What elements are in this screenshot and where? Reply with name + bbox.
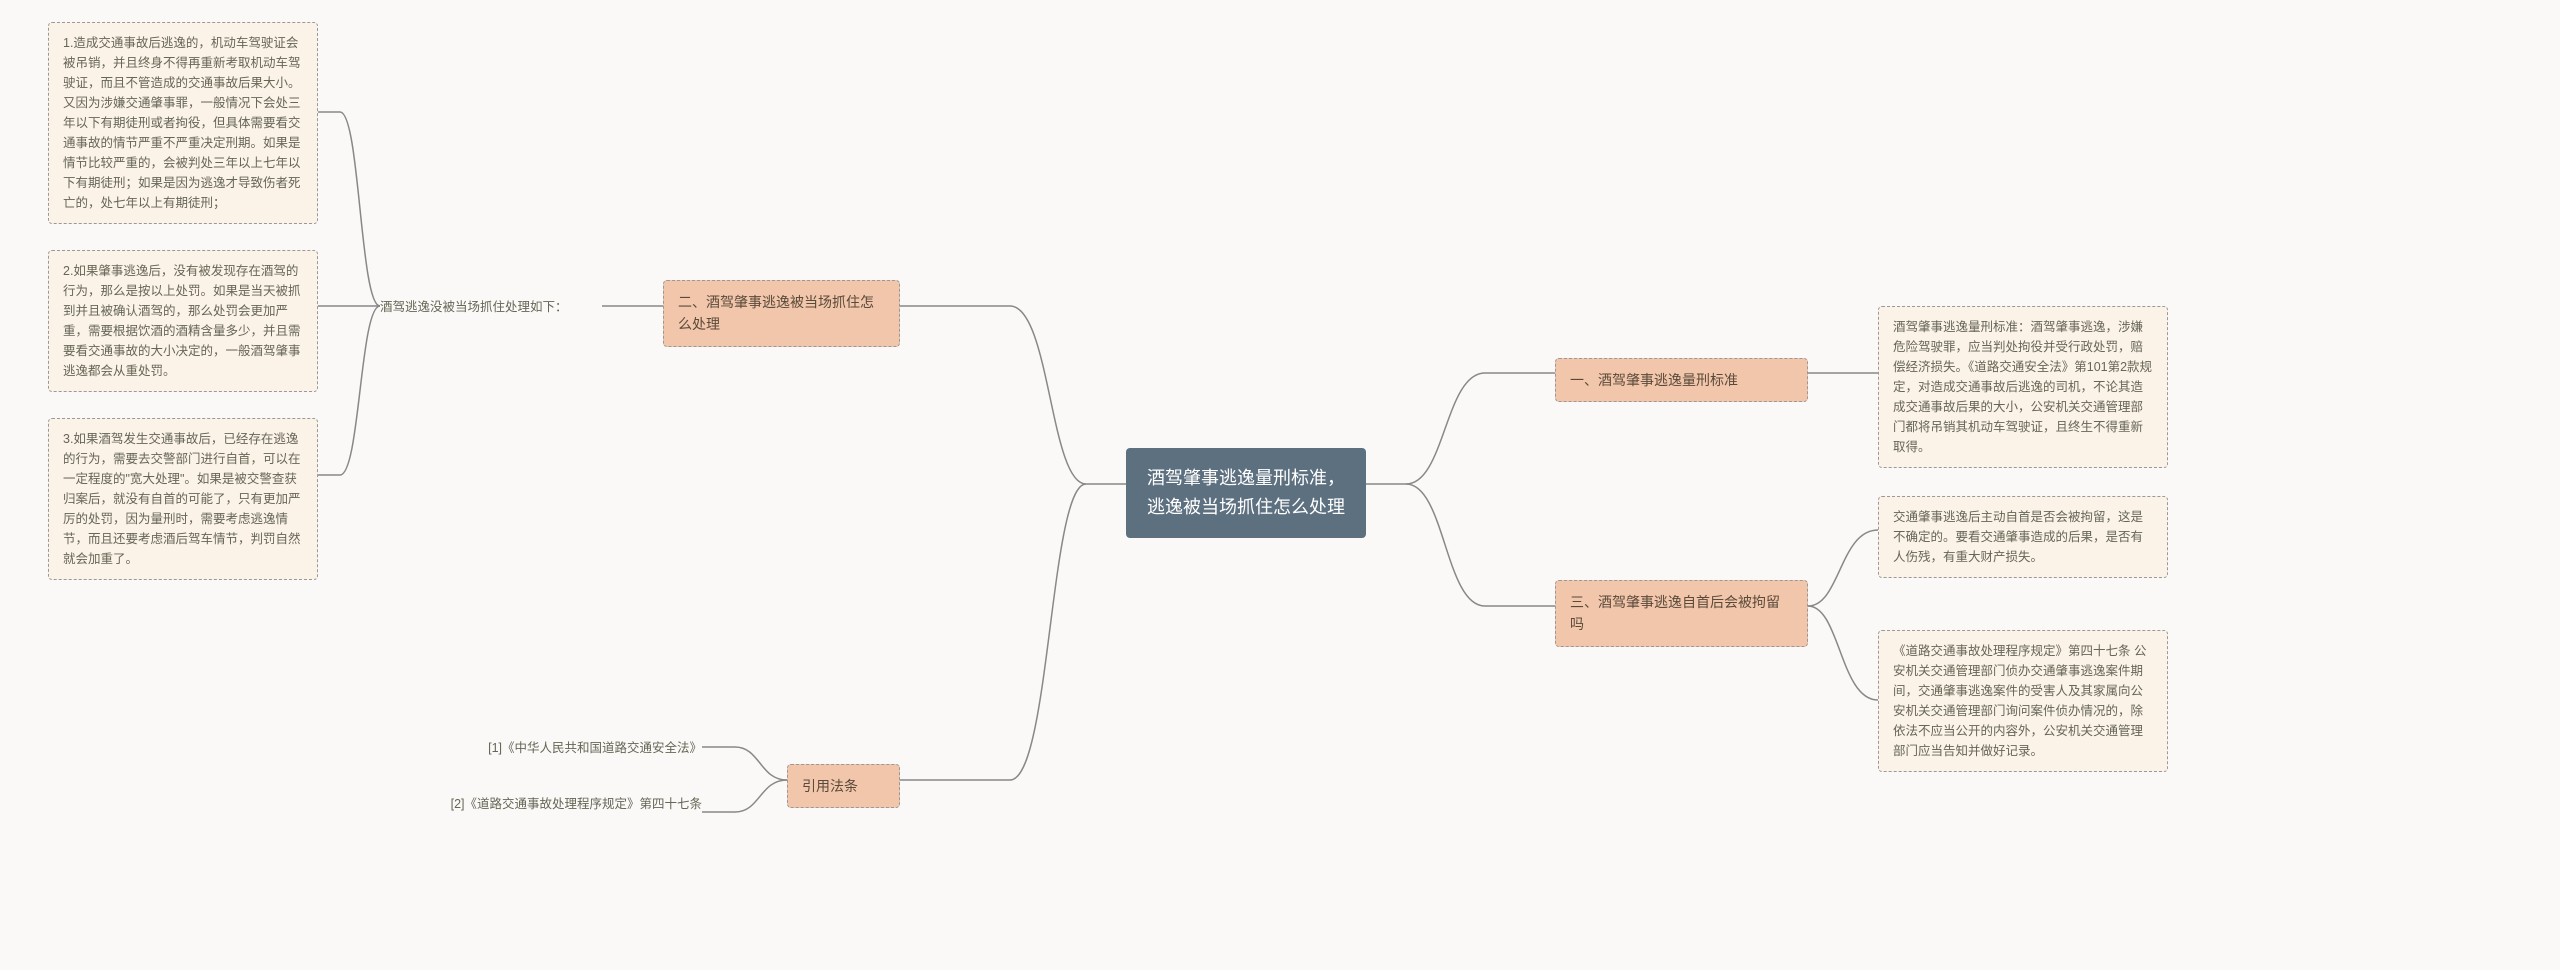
section1-content: 酒驾肇事逃逸量刑标准：酒驾肇事逃逸，涉嫌危险驾驶罪，应当判处拘役并受行政处罚，赔… (1878, 306, 2168, 468)
section3-content2: 《道路交通事故处理程序规定》第四十七条 公安机关交通管理部门侦办交通肇事逃逸案件… (1878, 630, 2168, 772)
section2-item1: 1.造成交通事故后逃逸的，机动车驾驶证会被吊销，并且终身不得再重新考取机动车驾驶… (48, 22, 318, 224)
section2-item3: 3.如果酒驾发生交通事故后，已经存在逃逸的行为，需要去交警部门进行自首，可以在一… (48, 418, 318, 580)
section2-subtitle: 酒驾逃逸没被当场抓住处理如下： (380, 293, 602, 321)
section3-title: 三、酒驾肇事逃逸自首后会被拘留吗 (1570, 594, 1780, 632)
citations-item1-text: [1]《中华人民共和国道路交通安全法》 (488, 741, 702, 755)
section3-branch: 三、酒驾肇事逃逸自首后会被拘留吗 (1555, 580, 1808, 647)
citations-branch: 引用法条 (787, 764, 900, 808)
citations-title: 引用法条 (802, 778, 858, 794)
section2-item3-text: 3.如果酒驾发生交通事故后，已经存在逃逸的行为，需要去交警部门进行自首，可以在一… (63, 432, 301, 566)
citations-item2: [2]《道路交通事故处理程序规定》第四十七条 (442, 790, 702, 818)
root-title-line1: 酒驾肇事逃逸量刑标准， (1146, 464, 1346, 493)
section1-title: 一、酒驾肇事逃逸量刑标准 (1570, 372, 1738, 388)
section3-content1: 交通肇事逃逸后主动自首是否会被拘留，这是不确定的。要看交通肇事造成的后果，是否有… (1878, 496, 2168, 578)
section2-title: 二、酒驾肇事逃逸被当场抓住怎么处理 (678, 294, 874, 332)
section2-item2: 2.如果肇事逃逸后，没有被发现存在酒驾的行为，那么是按以上处罚。如果是当天被抓到… (48, 250, 318, 392)
citations-item1: [1]《中华人民共和国道路交通安全法》 (442, 734, 702, 762)
section2-branch: 二、酒驾肇事逃逸被当场抓住怎么处理 (663, 280, 900, 347)
section2-item2-text: 2.如果肇事逃逸后，没有被发现存在酒驾的行为，那么是按以上处罚。如果是当天被抓到… (63, 264, 301, 378)
section2-item1-text: 1.造成交通事故后逃逸的，机动车驾驶证会被吊销，并且终身不得再重新考取机动车驾驶… (63, 36, 301, 210)
section3-content2-text: 《道路交通事故处理程序规定》第四十七条 公安机关交通管理部门侦办交通肇事逃逸案件… (1893, 644, 2146, 758)
section2-subtitle-text: 酒驾逃逸没被当场抓住处理如下： (380, 300, 568, 314)
section1-branch: 一、酒驾肇事逃逸量刑标准 (1555, 358, 1808, 402)
citations-item2-text: [2]《道路交通事故处理程序规定》第四十七条 (451, 797, 702, 811)
root-title-line2: 逃逸被当场抓住怎么处理 (1146, 493, 1346, 522)
root-node: 酒驾肇事逃逸量刑标准， 逃逸被当场抓住怎么处理 (1126, 448, 1366, 538)
section1-content-text: 酒驾肇事逃逸量刑标准：酒驾肇事逃逸，涉嫌危险驾驶罪，应当判处拘役并受行政处罚，赔… (1893, 320, 2152, 454)
section3-content1-text: 交通肇事逃逸后主动自首是否会被拘留，这是不确定的。要看交通肇事造成的后果，是否有… (1893, 510, 2143, 564)
